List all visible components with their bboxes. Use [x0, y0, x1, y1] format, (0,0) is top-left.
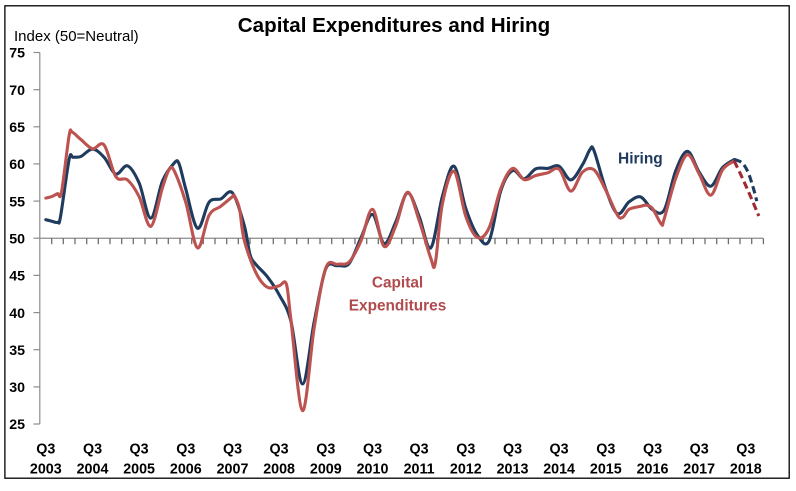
svg-text:Q3: Q3 — [270, 442, 289, 458]
svg-text:Q3: Q3 — [550, 442, 569, 458]
svg-text:Q3: Q3 — [363, 442, 382, 458]
svg-text:35: 35 — [9, 343, 25, 359]
svg-text:Capital: Capital — [372, 275, 423, 292]
svg-text:25: 25 — [9, 417, 25, 433]
svg-text:60: 60 — [9, 157, 25, 173]
svg-text:2005: 2005 — [123, 462, 155, 478]
svg-text:2011: 2011 — [404, 462, 435, 478]
svg-text:Q3: Q3 — [176, 442, 195, 458]
svg-text:2008: 2008 — [263, 462, 295, 478]
svg-text:2004: 2004 — [77, 462, 109, 478]
svg-text:2017: 2017 — [683, 462, 715, 478]
svg-text:Q3: Q3 — [690, 442, 709, 458]
svg-text:2015: 2015 — [590, 462, 622, 478]
svg-text:2016: 2016 — [637, 462, 669, 478]
svg-text:2003: 2003 — [30, 462, 62, 478]
svg-text:50: 50 — [9, 231, 25, 247]
svg-text:65: 65 — [9, 120, 25, 136]
svg-text:2014: 2014 — [543, 462, 575, 478]
svg-text:Q3: Q3 — [223, 442, 242, 458]
svg-text:Q3: Q3 — [316, 442, 335, 458]
svg-text:75: 75 — [9, 46, 25, 62]
svg-text:45: 45 — [9, 269, 25, 285]
svg-text:Q3: Q3 — [736, 442, 755, 458]
svg-text:70: 70 — [9, 83, 25, 99]
svg-text:2013: 2013 — [497, 462, 529, 478]
svg-text:2007: 2007 — [217, 462, 249, 478]
svg-text:Q3: Q3 — [36, 442, 55, 458]
svg-text:2006: 2006 — [170, 462, 202, 478]
svg-text:Hiring: Hiring — [618, 151, 663, 168]
svg-text:Expenditures: Expenditures — [349, 298, 447, 315]
svg-text:30: 30 — [9, 380, 25, 396]
svg-text:Index (50=Neutral): Index (50=Neutral) — [14, 28, 139, 45]
svg-text:Q3: Q3 — [83, 442, 102, 458]
svg-text:40: 40 — [9, 306, 25, 322]
svg-text:Capital Expenditures and Hirin: Capital Expenditures and Hiring — [238, 14, 550, 37]
svg-text:Q3: Q3 — [503, 442, 522, 458]
svg-text:Q3: Q3 — [456, 442, 475, 458]
svg-text:Q3: Q3 — [130, 442, 149, 458]
svg-text:2012: 2012 — [450, 462, 482, 478]
svg-text:55: 55 — [9, 194, 25, 210]
svg-text:Q3: Q3 — [596, 442, 615, 458]
svg-text:2018: 2018 — [730, 462, 762, 478]
svg-text:Q3: Q3 — [643, 442, 662, 458]
svg-text:2010: 2010 — [357, 462, 389, 478]
svg-text:2009: 2009 — [310, 462, 342, 478]
svg-text:Q3: Q3 — [410, 442, 429, 458]
